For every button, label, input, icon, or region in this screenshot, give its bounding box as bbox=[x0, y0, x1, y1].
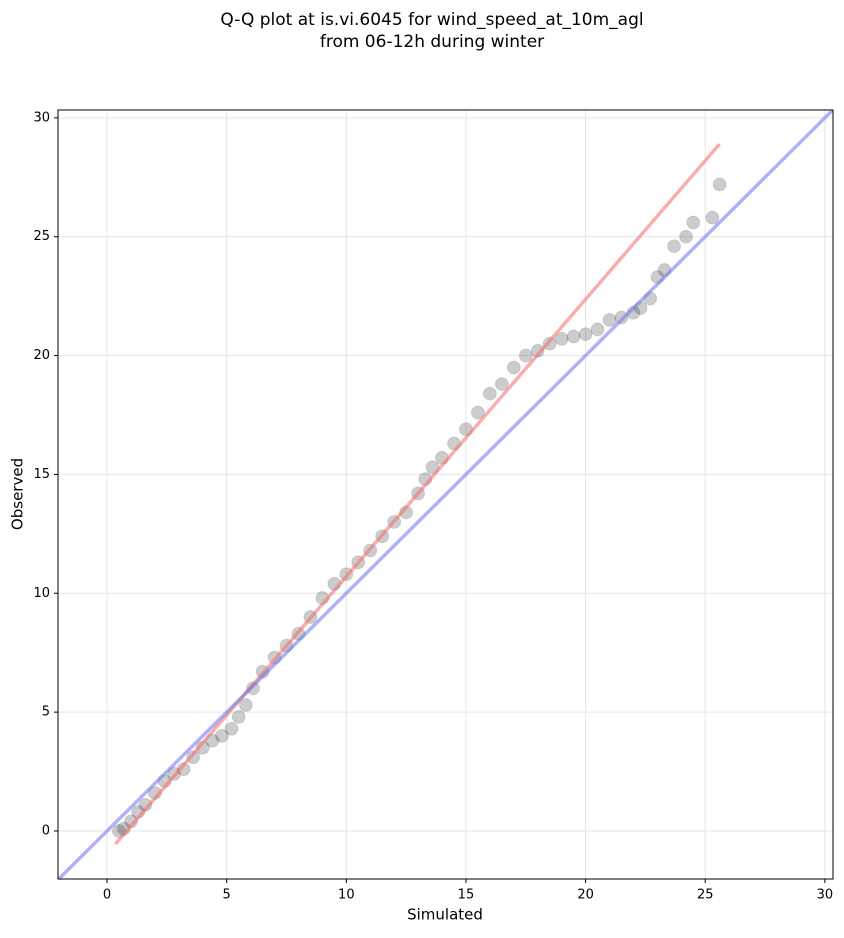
chart-title: from 06-12h during winter bbox=[320, 32, 544, 52]
point bbox=[506, 360, 521, 375]
point bbox=[578, 327, 593, 342]
y-tick-label: 20 bbox=[33, 348, 50, 363]
x-tick-label: 10 bbox=[338, 888, 355, 903]
y-tick-label: 0 bbox=[42, 823, 50, 838]
point bbox=[494, 377, 509, 392]
point bbox=[214, 728, 229, 743]
x-tick-label: 0 bbox=[103, 888, 111, 903]
point bbox=[482, 386, 497, 401]
y-tick-label: 10 bbox=[33, 586, 50, 601]
y-tick-label: 30 bbox=[33, 110, 50, 125]
point bbox=[705, 210, 720, 225]
chart-title: Q-Q plot at is.vi.6045 for wind_speed_at… bbox=[220, 10, 643, 30]
x-tick-label: 15 bbox=[458, 888, 475, 903]
y-tick-label: 5 bbox=[42, 705, 50, 720]
reference-line bbox=[114, 142, 721, 846]
x-tick-label: 25 bbox=[697, 888, 714, 903]
x-tick-label: 30 bbox=[817, 888, 834, 903]
point bbox=[224, 721, 239, 736]
x-tick-label: 5 bbox=[223, 888, 231, 903]
point bbox=[186, 750, 201, 765]
point bbox=[667, 239, 682, 254]
x-axis-label: Simulated bbox=[407, 906, 483, 924]
point bbox=[679, 229, 694, 244]
point bbox=[566, 329, 581, 344]
point bbox=[238, 697, 253, 712]
reference-line bbox=[58, 110, 833, 879]
y-tick-label: 15 bbox=[33, 467, 50, 482]
point bbox=[590, 322, 605, 337]
point bbox=[554, 331, 569, 346]
point bbox=[470, 405, 485, 420]
point bbox=[518, 348, 533, 363]
point bbox=[712, 177, 727, 192]
point bbox=[686, 215, 701, 230]
plot-area bbox=[58, 110, 833, 879]
point bbox=[602, 312, 617, 327]
x-tick-label: 20 bbox=[577, 888, 594, 903]
y-tick-label: 25 bbox=[33, 229, 50, 244]
y-axis-label: Observed bbox=[9, 458, 27, 530]
axes-frame bbox=[57, 109, 834, 880]
point bbox=[231, 709, 246, 724]
